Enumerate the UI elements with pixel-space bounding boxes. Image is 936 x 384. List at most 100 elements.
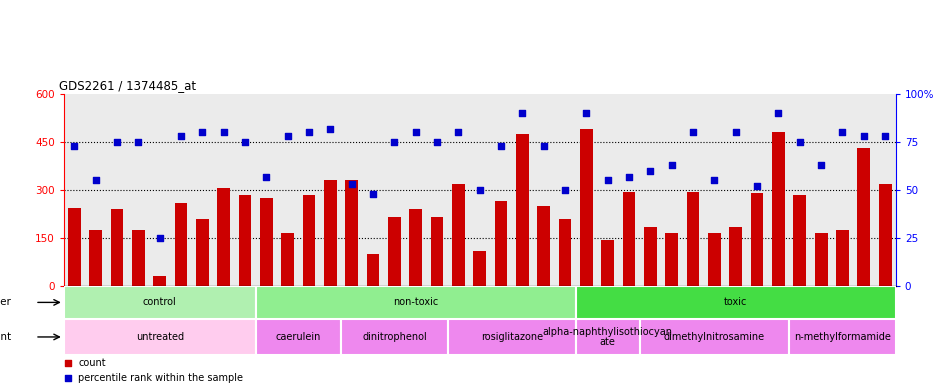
Bar	[750, 193, 763, 286]
Point	[834, 129, 849, 136]
Bar	[447, 319, 575, 355]
Point	[195, 129, 210, 136]
Point	[280, 133, 295, 139]
Bar	[835, 230, 848, 286]
Bar	[558, 219, 571, 286]
Bar	[771, 132, 784, 286]
Bar	[89, 230, 102, 286]
Bar	[154, 276, 166, 286]
Bar	[856, 149, 870, 286]
Bar	[431, 217, 443, 286]
Bar	[793, 195, 805, 286]
Point	[429, 139, 444, 145]
Bar	[324, 180, 336, 286]
Point	[408, 129, 423, 136]
Text: untreated: untreated	[136, 332, 183, 342]
Point	[685, 129, 700, 136]
Text: n-methylformamide: n-methylformamide	[793, 332, 890, 342]
Text: rosiglitazone: rosiglitazone	[480, 332, 542, 342]
Bar	[473, 251, 486, 286]
Point	[258, 174, 273, 180]
Bar	[302, 195, 315, 286]
Point	[770, 110, 785, 116]
Text: count: count	[79, 358, 106, 368]
Bar	[239, 195, 251, 286]
Bar	[622, 192, 635, 286]
Point	[238, 139, 253, 145]
Point	[387, 139, 402, 145]
Text: GDS2261 / 1374485_at: GDS2261 / 1374485_at	[59, 79, 196, 92]
Point	[856, 133, 870, 139]
Bar	[64, 286, 256, 319]
Point	[493, 143, 508, 149]
Point	[365, 191, 380, 197]
Bar	[579, 129, 592, 286]
Bar	[259, 198, 272, 286]
Point	[131, 139, 146, 145]
Bar	[409, 209, 422, 286]
Point	[301, 129, 316, 136]
Bar	[64, 319, 256, 355]
Point	[812, 162, 827, 168]
Text: dinitrophenol: dinitrophenol	[361, 332, 426, 342]
Bar	[196, 219, 209, 286]
Point	[877, 133, 892, 139]
Point	[173, 133, 188, 139]
Point	[88, 177, 103, 184]
Bar	[575, 319, 639, 355]
Text: percentile rank within the sample: percentile rank within the sample	[79, 372, 243, 383]
Bar	[341, 319, 447, 355]
Bar	[110, 209, 124, 286]
Text: agent: agent	[0, 332, 11, 342]
Bar	[643, 227, 656, 286]
Bar	[878, 184, 890, 286]
Bar	[388, 217, 401, 286]
Text: toxic: toxic	[724, 297, 747, 308]
Bar	[345, 180, 358, 286]
Bar	[366, 254, 379, 286]
Bar	[174, 203, 187, 286]
Point	[727, 129, 742, 136]
Bar	[536, 206, 549, 286]
Point	[216, 129, 231, 136]
Point	[472, 187, 487, 193]
Text: dimethylnitrosamine: dimethylnitrosamine	[663, 332, 764, 342]
Point	[515, 110, 530, 116]
Bar	[813, 233, 826, 286]
Bar	[256, 286, 575, 319]
Point	[749, 183, 764, 189]
Bar	[256, 319, 341, 355]
Point	[664, 162, 679, 168]
Point	[344, 181, 358, 187]
Bar	[639, 319, 788, 355]
Point	[66, 143, 81, 149]
Bar	[728, 227, 741, 286]
Bar	[217, 189, 230, 286]
Point	[557, 187, 572, 193]
Bar	[132, 230, 145, 286]
Point	[600, 177, 615, 184]
Text: alpha-naphthylisothiocyan
ate: alpha-naphthylisothiocyan ate	[542, 326, 672, 348]
Point	[706, 177, 721, 184]
Text: non-toxic: non-toxic	[393, 297, 438, 308]
Text: caerulein: caerulein	[275, 332, 321, 342]
Bar	[601, 240, 613, 286]
Bar	[68, 208, 80, 286]
Point	[792, 139, 807, 145]
Bar	[708, 233, 720, 286]
Point	[323, 126, 338, 132]
Bar	[788, 319, 895, 355]
Point	[578, 110, 593, 116]
Text: control: control	[142, 297, 176, 308]
Point	[152, 235, 167, 241]
Bar	[494, 201, 507, 286]
Point	[110, 139, 124, 145]
Point	[60, 360, 75, 366]
Bar	[686, 192, 699, 286]
Point	[60, 375, 75, 381]
Point	[621, 174, 636, 180]
Bar	[451, 184, 464, 286]
Bar	[665, 233, 678, 286]
Text: other: other	[0, 297, 11, 308]
Point	[450, 129, 465, 136]
